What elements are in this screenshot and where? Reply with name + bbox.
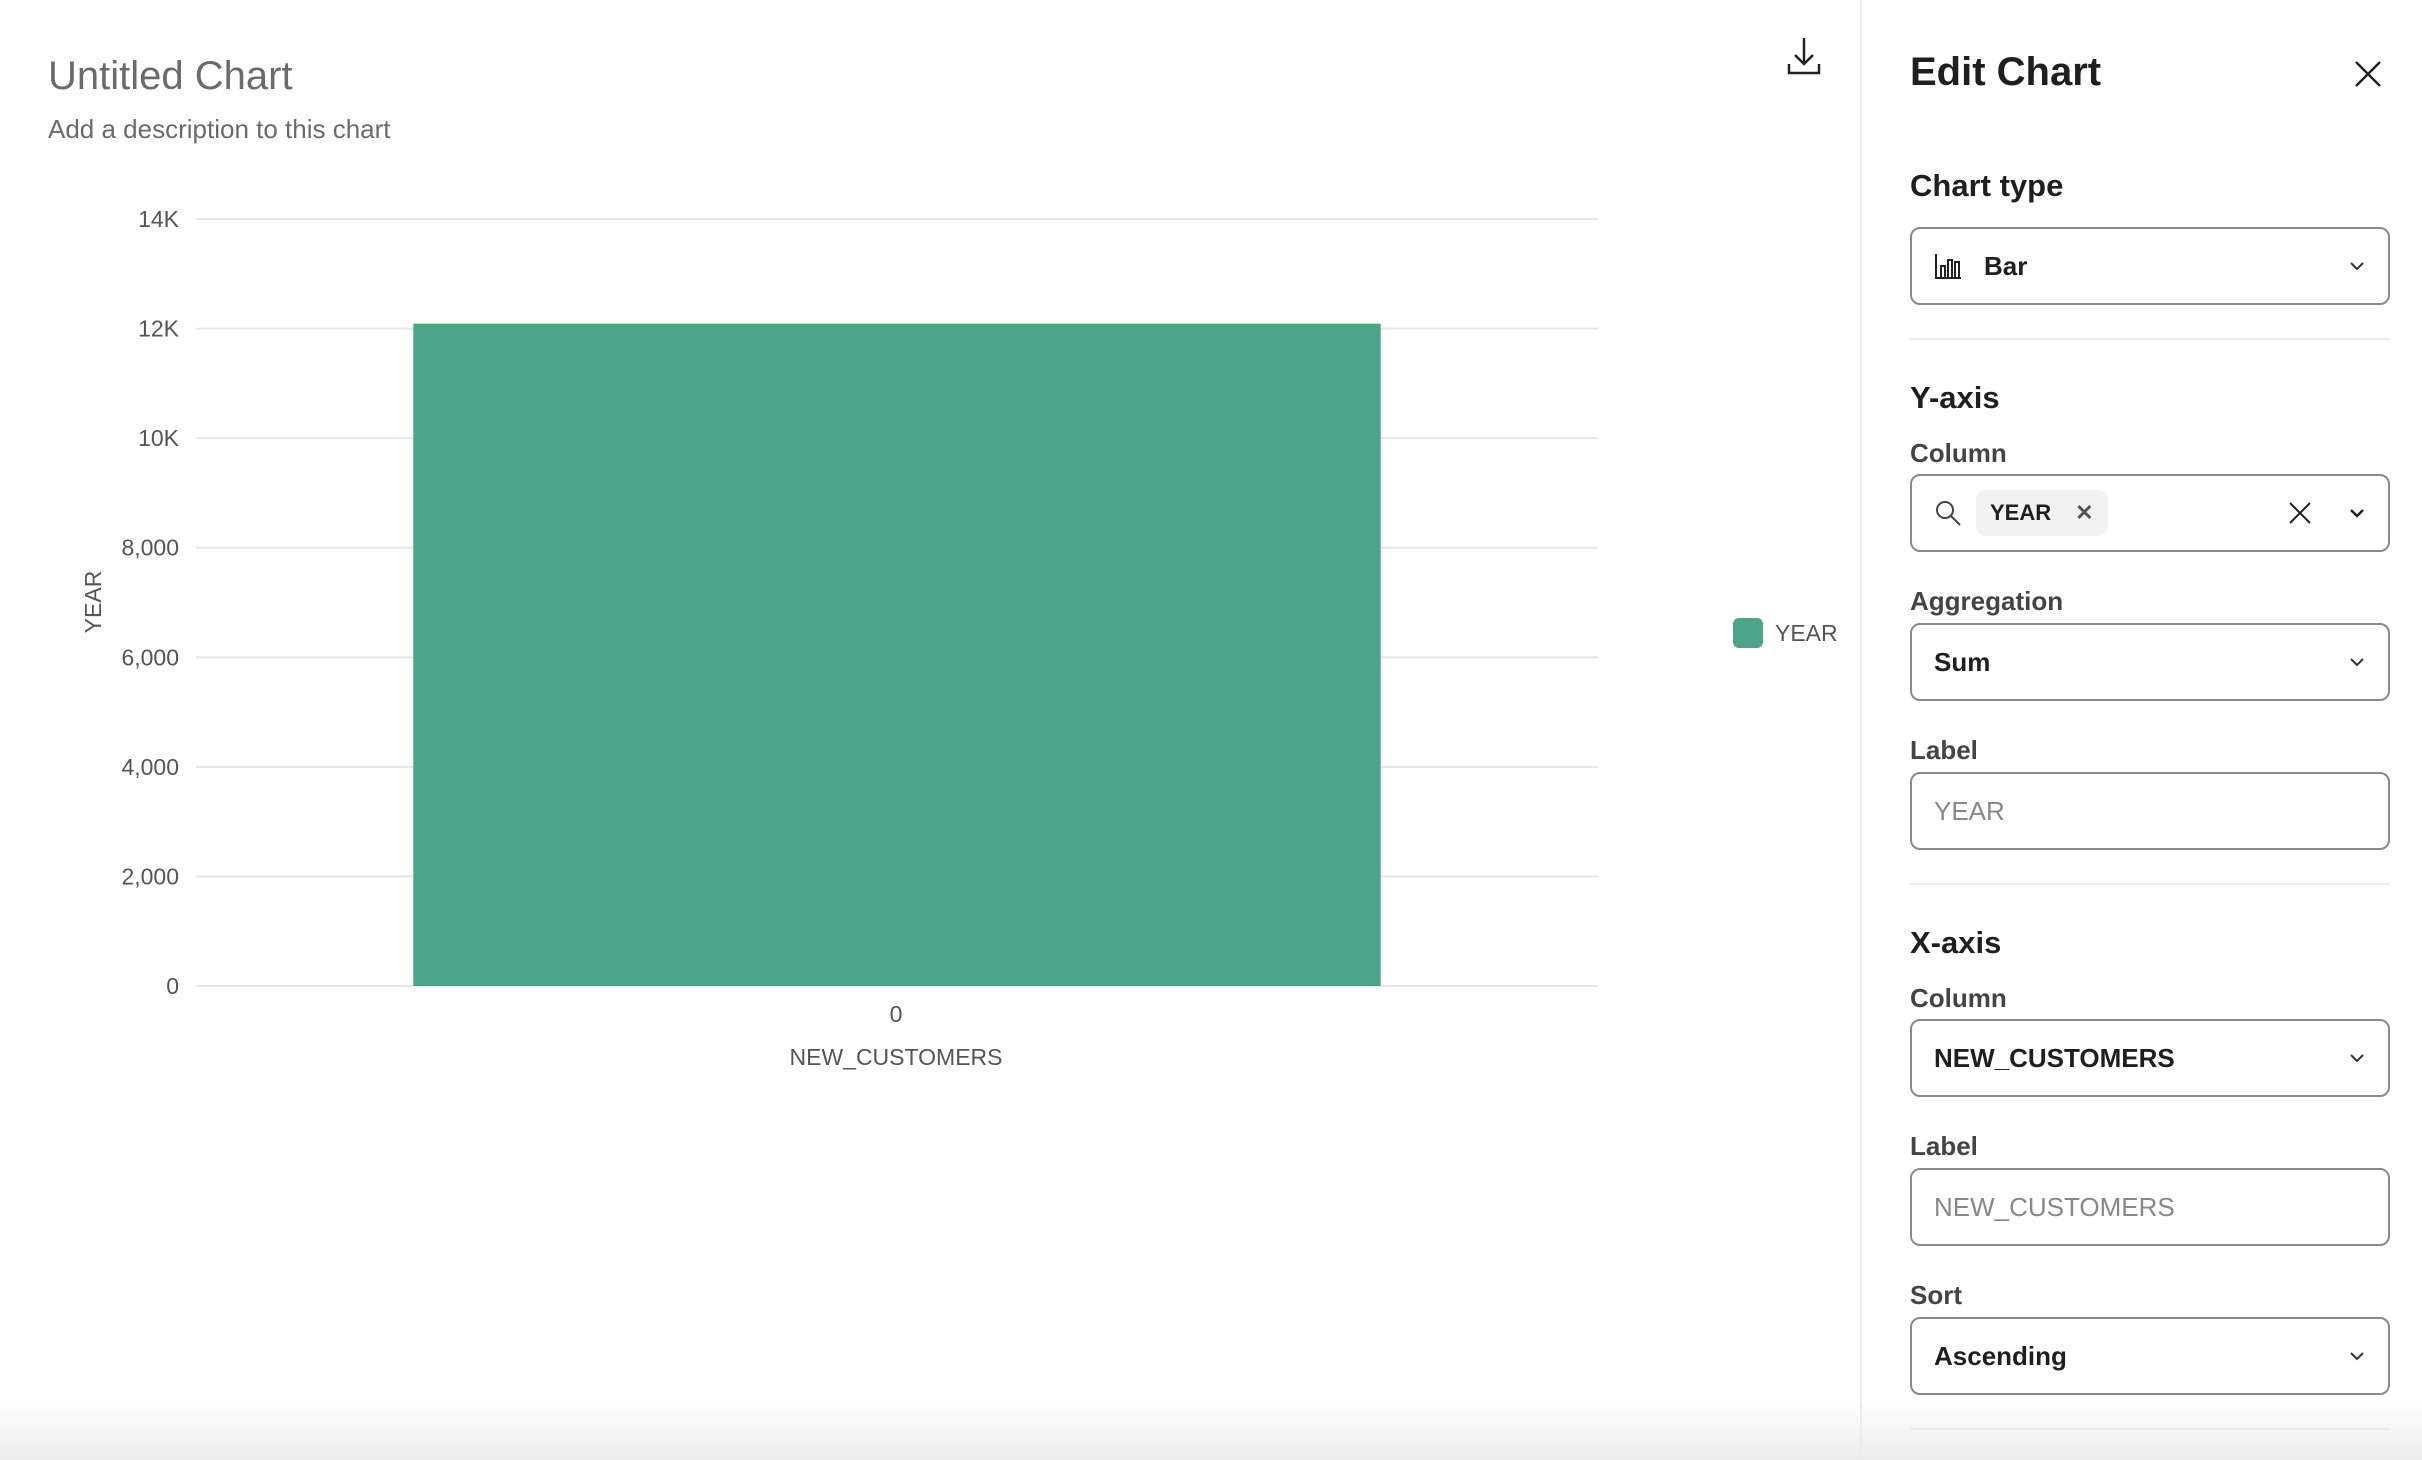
panel-divider xyxy=(1860,0,1862,1460)
x-column-select[interactable]: NEW_CUSTOMERS xyxy=(1910,1019,2390,1097)
divider xyxy=(1910,338,2390,340)
x-column-value: NEW_CUSTOMERS xyxy=(1934,1042,2175,1073)
selected-chip: YEAR ✕ xyxy=(1976,490,2108,536)
y-tick-label: 10K xyxy=(138,425,180,451)
sort-label: Sort xyxy=(1910,1280,1962,1310)
chevron-down-icon xyxy=(2350,658,2364,667)
chart-type-select[interactable]: Bar xyxy=(1910,227,2390,305)
y-label-placeholder: YEAR xyxy=(1934,795,2005,826)
chip-label: YEAR xyxy=(1990,500,2052,525)
y-label-input[interactable]: YEAR xyxy=(1910,772,2390,850)
y-column-multiselect[interactable]: YEAR ✕ xyxy=(1910,474,2390,552)
x-column-label: Column xyxy=(1910,983,2007,1013)
search-icon xyxy=(1936,501,1961,526)
aggregation-select[interactable]: Sum xyxy=(1910,623,2390,701)
y-label-label: Label xyxy=(1910,735,1978,765)
x-tick-label: 0 xyxy=(890,1001,903,1027)
edit-chart-panel: Edit Chart Chart type Bar Y-axis Column … xyxy=(1910,0,2390,1460)
clear-icon[interactable] xyxy=(2288,501,2312,525)
y-column-label: Column xyxy=(1910,438,2007,468)
y-tick-label: 12K xyxy=(138,316,180,342)
bar-chart: 0 2,000 4,000 6,000 8,000 10K 12K 14K 0 NEW_CUS… xyxy=(80,206,1838,1070)
bar[interactable] xyxy=(413,323,1381,986)
y-tick-label: 4,000 xyxy=(121,754,179,780)
y-axis-label: YEAR xyxy=(80,571,106,634)
x-label-placeholder: NEW_CUSTOMERS xyxy=(1934,1191,2175,1222)
x-label-label: Label xyxy=(1910,1131,1978,1161)
bottom-shadow xyxy=(0,1400,2422,1460)
aggregation-label: Aggregation xyxy=(1910,586,2064,616)
y-tick-label: 14K xyxy=(138,206,180,232)
y-tick-label: 0 xyxy=(166,973,179,999)
sort-select[interactable]: Ascending xyxy=(1910,1317,2390,1395)
aggregation-value: Sum xyxy=(1934,646,1991,677)
y-axis-heading: Y-axis xyxy=(1910,380,2000,415)
chart-description[interactable]: Add a description to this chart xyxy=(48,114,391,144)
y-tick-label: 8,000 xyxy=(121,535,179,561)
chart-type-value: Bar xyxy=(1984,250,2028,281)
chevron-down-icon xyxy=(2350,1054,2364,1063)
x-axis-heading: X-axis xyxy=(1910,925,2002,960)
x-label-input[interactable]: NEW_CUSTOMERS xyxy=(1910,1168,2390,1246)
panel-title: Edit Chart xyxy=(1910,50,2102,94)
sort-value: Ascending xyxy=(1934,1340,2067,1371)
divider xyxy=(1910,883,2390,885)
bar-chart-icon xyxy=(1935,254,1961,279)
chevron-down-icon xyxy=(2350,1352,2364,1361)
chart-type-heading: Chart type xyxy=(1910,168,2064,203)
y-tick-label: 2,000 xyxy=(121,863,179,889)
download-icon[interactable] xyxy=(1786,36,1822,76)
y-tick-label: 6,000 xyxy=(121,644,179,670)
x-axis-label: NEW_CUSTOMERS xyxy=(790,1044,1003,1070)
close-icon[interactable] xyxy=(2354,60,2382,88)
chip-remove-icon[interactable]: ✕ xyxy=(2075,500,2094,525)
legend-label: YEAR xyxy=(1775,620,1838,646)
chevron-down-icon xyxy=(2350,262,2364,271)
chart-title[interactable]: Untitled Chart xyxy=(48,54,293,98)
legend-swatch xyxy=(1733,618,1763,648)
chevron-down-icon[interactable] xyxy=(2348,504,2366,522)
